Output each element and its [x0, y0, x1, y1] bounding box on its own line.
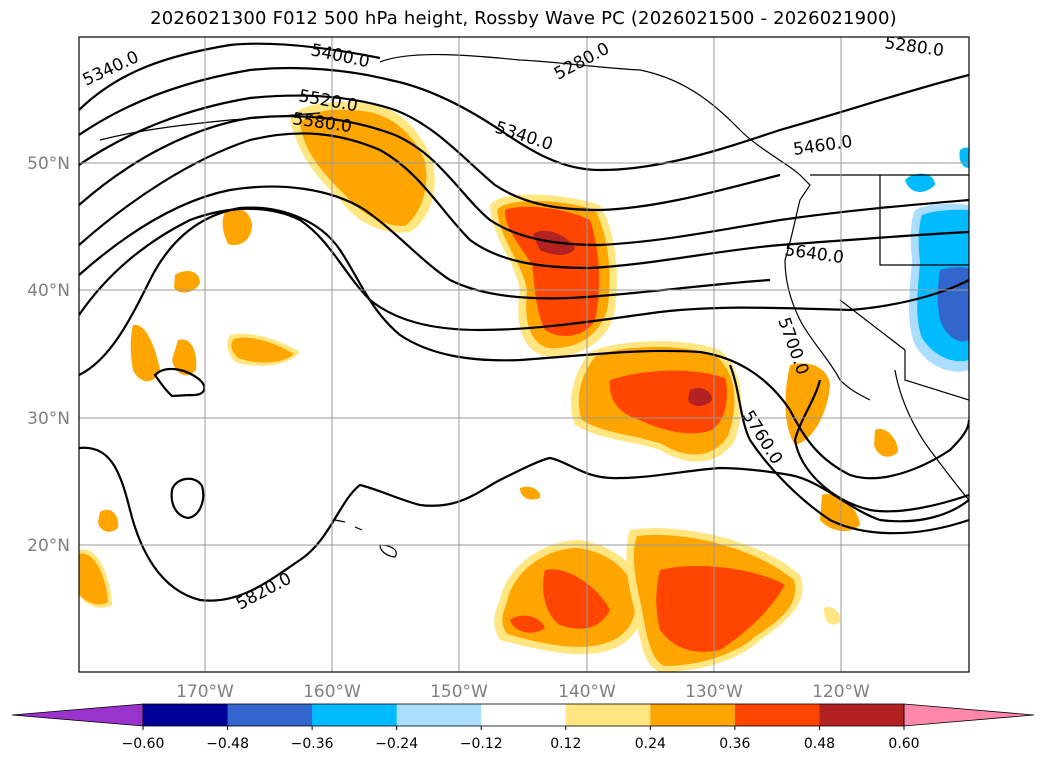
lon-label: 160°W: [303, 682, 361, 702]
lon-label: 170°W: [176, 682, 234, 702]
lat-label: 20°N: [27, 536, 70, 556]
graticule: [79, 37, 969, 672]
colorbar-cell: [481, 704, 567, 726]
colorbar-cell: [312, 704, 398, 726]
colorbar: −0.60 −0.48 −0.36 −0.24 −0.12 0.12 0.24 0.36 0.4…: [11, 703, 1035, 752]
negative-anomaly-shading: [905, 147, 969, 372]
colorbar-tick-label: 0.24: [635, 736, 666, 752]
colorbar-cell: [819, 704, 905, 726]
colorbar-tick-label: 0.36: [719, 736, 750, 752]
chart-title: 2026021300 F012 500 hPa height, Rossby W…: [150, 8, 897, 29]
colorbar-tick-label: −0.60: [122, 736, 165, 752]
map-panel: 5340.0 5400.0 5280.0 5280.0 5520.0 5580.…: [79, 37, 969, 672]
lat-label: 50°N: [27, 154, 70, 174]
colorbar-tick-label: 0.48: [804, 736, 835, 752]
colorbar-tick-label: 0.12: [550, 736, 581, 752]
colorbar-extend-max: [903, 703, 1035, 727]
lon-label: 120°W: [812, 682, 870, 702]
colorbar-tick-label: −0.12: [460, 736, 503, 752]
colorbar-cell: [650, 704, 736, 726]
colorbar-cell: [227, 704, 313, 726]
lon-label: 150°W: [430, 682, 488, 702]
colorbar-tick-label: −0.48: [206, 736, 249, 752]
lon-label: 130°W: [685, 682, 743, 702]
colorbar-cell: [396, 704, 482, 726]
colorbar-frame: [142, 703, 905, 727]
colorbar-cell: [143, 704, 229, 726]
colorbar-tick-label: −0.24: [375, 736, 418, 752]
coastlines: [99, 54, 969, 558]
latitude-labels: 50°N 40°N 30°N 20°N: [27, 154, 70, 556]
colorbar-tick-label: 0.60: [888, 736, 919, 752]
colorbar-tick-label: −0.36: [291, 736, 334, 752]
lat-label: 40°N: [27, 281, 70, 301]
lon-label: 140°W: [558, 682, 616, 702]
map-frame: [78, 36, 970, 673]
lat-label: 30°N: [27, 409, 70, 429]
longitude-labels: 170°W 160°W 150°W 140°W 130°W 120°W: [176, 682, 870, 702]
colorbar-extend-min: [11, 703, 144, 727]
colorbar-cell: [734, 704, 820, 726]
colorbar-cell: [565, 704, 651, 726]
height-contours: [79, 42, 969, 602]
